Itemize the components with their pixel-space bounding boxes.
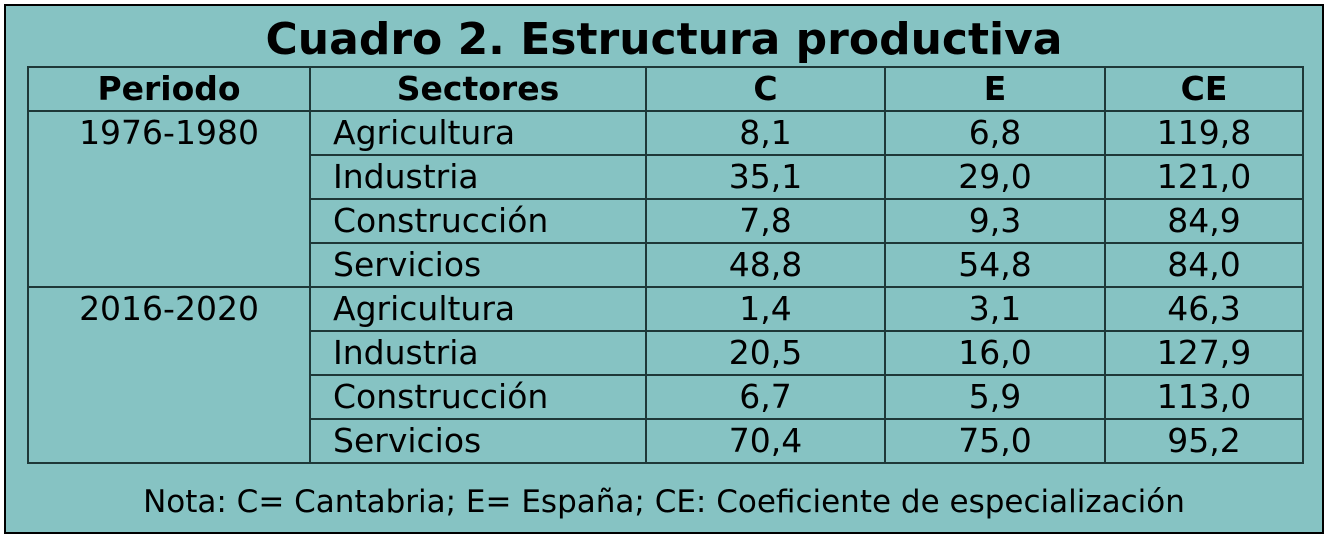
table-row: Industria 35,1 29,0 121,0	[28, 155, 1304, 200]
ce-value: 84,0	[1104, 243, 1304, 288]
table-row: Construcción 6,7 5,9 113,0	[28, 375, 1304, 420]
ce-value: 127,9	[1104, 331, 1304, 376]
ce-value: 84,9	[1104, 199, 1304, 244]
header-sectores: Sectores	[309, 66, 647, 112]
header-c: C	[645, 66, 886, 112]
sector-cell: Industria	[309, 155, 647, 200]
ce-value: 119,8	[1104, 110, 1304, 156]
sector-cell: Servicios	[309, 419, 647, 464]
e-value: 16,0	[884, 331, 1106, 376]
ce-value: 95,2	[1104, 419, 1304, 464]
e-value: 3,1	[884, 286, 1106, 332]
sector-cell: Servicios	[309, 243, 647, 288]
sector-cell: Construcción	[309, 199, 647, 244]
e-value: 54,8	[884, 243, 1106, 288]
c-value: 8,1	[645, 110, 886, 156]
ce-value: 121,0	[1104, 155, 1304, 200]
production-structure-table: Periodo Sectores C E CE 1976-1980 Agricu…	[27, 66, 1304, 464]
table-row: Construcción 7,8 9,3 84,9	[28, 199, 1304, 244]
table-card: Cuadro 2. Estructura productiva Periodo …	[4, 4, 1324, 534]
sector-cell: Agricultura	[309, 110, 647, 156]
table-row: 2016-2020 Agricultura 1,4 3,1 46,3	[27, 286, 1304, 464]
e-value: 9,3	[884, 199, 1106, 244]
ce-value: 46,3	[1104, 286, 1304, 332]
c-value: 35,1	[645, 155, 886, 200]
table-row: Servicios 70,4 75,0 95,2	[28, 419, 1304, 464]
c-value: 1,4	[645, 286, 886, 332]
sector-cell: Industria	[309, 331, 647, 376]
header-ce: CE	[1104, 66, 1304, 112]
header-e: E	[884, 66, 1106, 112]
header-row: Periodo Sectores C E CE	[27, 66, 1304, 112]
period-cell: 2016-2020	[27, 286, 311, 464]
sector-cell: Agricultura	[309, 286, 647, 332]
table-note: Nota: C= Cantabria; E= España; CE: Coefi…	[143, 484, 1185, 520]
sector-cell: Construcción	[309, 375, 647, 420]
c-value: 6,7	[645, 375, 886, 420]
table-row: Industria 20,5 16,0 127,9	[28, 331, 1304, 376]
table-title: Cuadro 2. Estructura productiva	[265, 14, 1063, 65]
e-value: 75,0	[884, 419, 1106, 464]
ce-value: 113,0	[1104, 375, 1304, 420]
e-value: 5,9	[884, 375, 1106, 420]
c-value: 70,4	[645, 419, 886, 464]
e-value: 29,0	[884, 155, 1106, 200]
header-periodo: Periodo	[27, 66, 311, 112]
period-cell: 1976-1980	[27, 110, 311, 288]
table-row: Servicios 48,8 54,8 84,0	[28, 243, 1304, 288]
c-value: 7,8	[645, 199, 886, 244]
e-value: 6,8	[884, 110, 1106, 156]
c-value: 48,8	[645, 243, 886, 288]
table-row: 1976-1980 Agricultura 8,1 6,8 119,8	[27, 110, 1304, 288]
c-value: 20,5	[645, 331, 886, 376]
